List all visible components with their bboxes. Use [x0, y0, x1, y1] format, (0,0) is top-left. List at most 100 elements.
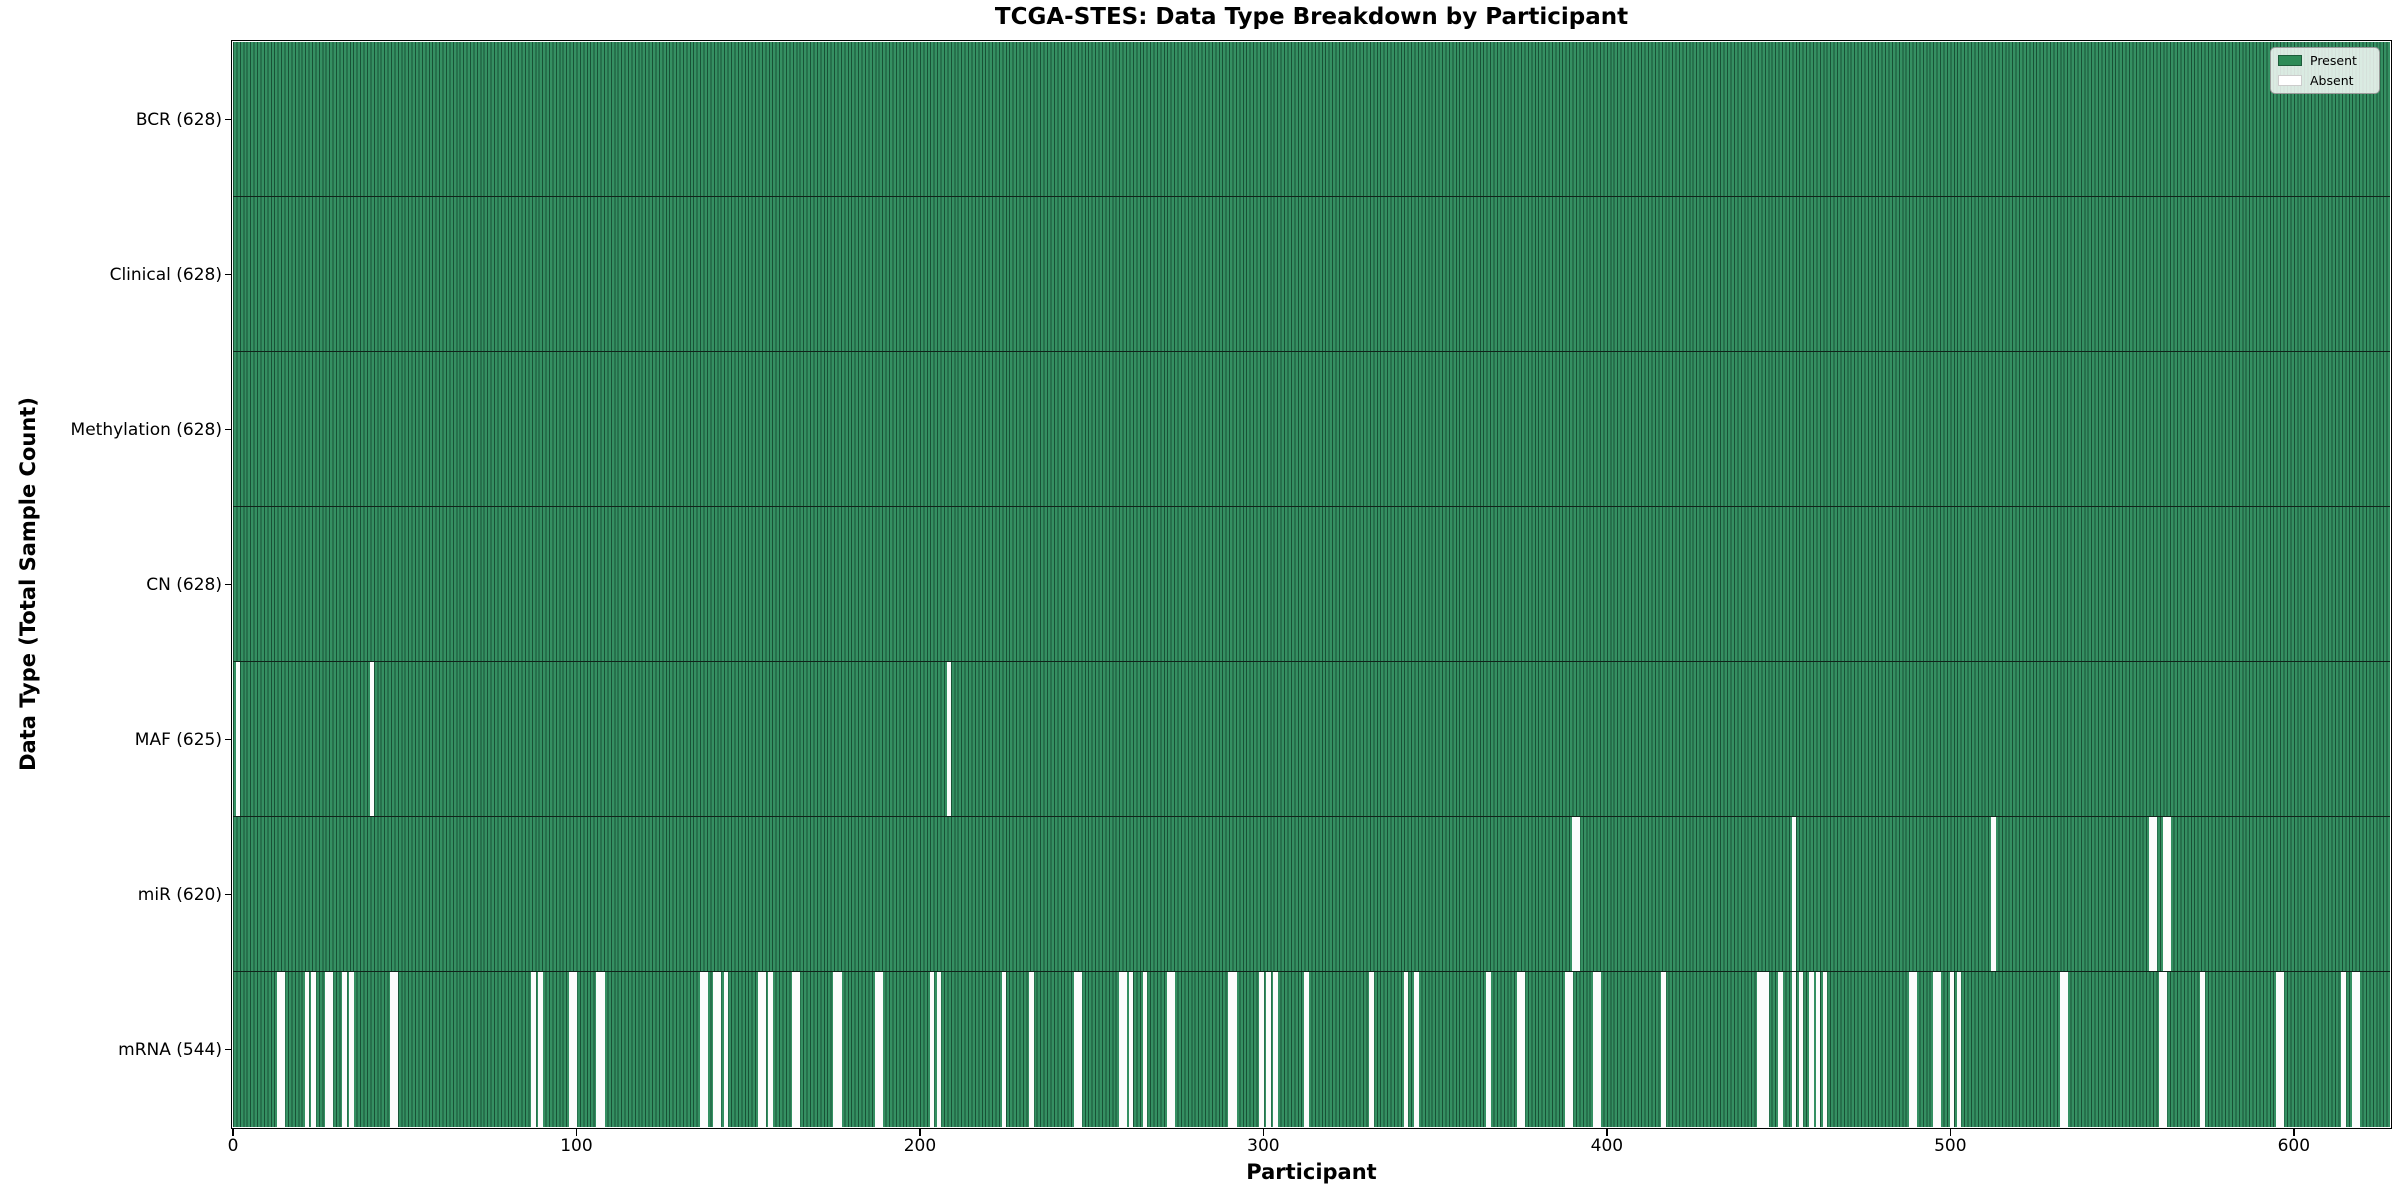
absent-cell — [2162, 817, 2168, 971]
y-tick — [225, 893, 232, 896]
absent-cell — [280, 972, 286, 1127]
absent-cell — [342, 972, 347, 1127]
absent-cell — [761, 972, 766, 1127]
xtick-label: 200 — [903, 1136, 937, 1156]
row-band-cn — [233, 507, 2390, 662]
absent-cell — [1760, 972, 1766, 1127]
absent-cell — [538, 972, 543, 1127]
legend-patch-present — [2278, 55, 2302, 66]
absent-cell — [2351, 972, 2357, 1127]
absent-cell — [1001, 972, 1007, 1127]
y-tick — [225, 428, 232, 431]
absent-cell — [349, 972, 354, 1127]
absent-cell — [833, 972, 839, 1127]
xtick-label: 0 — [227, 1136, 239, 1156]
absent-cell — [1520, 972, 1526, 1127]
absent-cell — [1170, 972, 1175, 1127]
absent-cell — [1575, 817, 1580, 971]
absent-cell — [2063, 972, 2068, 1127]
absent-cell — [325, 972, 330, 1127]
absent-cell — [1571, 817, 1577, 971]
absent-cell — [946, 662, 952, 816]
absent-cell — [599, 972, 605, 1127]
absent-cell — [304, 972, 310, 1127]
absent-cell — [1231, 972, 1237, 1127]
row-band-mrna — [233, 972, 2390, 1127]
legend-patch-absent — [2278, 75, 2302, 86]
x-tick — [575, 1129, 578, 1136]
absent-cell — [1118, 972, 1124, 1127]
xtick-label: 500 — [1934, 1136, 1967, 1156]
absent-cell — [1595, 972, 1601, 1127]
ytick-label-cn: CN (628) — [146, 574, 222, 595]
row-band-methylation — [233, 352, 2390, 507]
x-tick — [1949, 1129, 1952, 1136]
absent-cell — [2279, 972, 2285, 1127]
absent-cell — [2166, 817, 2171, 971]
legend-label: Present — [2310, 53, 2357, 68]
absent-cell — [836, 972, 842, 1127]
absent-cell — [2162, 972, 2168, 1127]
absent-cell — [2355, 972, 2360, 1127]
legend-entry-present: Present — [2278, 53, 2371, 68]
y-tick — [225, 118, 232, 121]
ytick-label-mrna: mRNA (544) — [118, 1039, 222, 1060]
absent-cell — [1403, 972, 1409, 1127]
absent-cell — [792, 972, 797, 1127]
absent-cell — [1791, 972, 1797, 1127]
absent-cell — [2341, 972, 2346, 1127]
plot-area — [233, 42, 2390, 1127]
row-band-bcr — [233, 42, 2390, 197]
absent-cell — [1990, 817, 1996, 971]
absent-cell — [569, 972, 574, 1127]
absent-cell — [2148, 817, 2154, 971]
absent-cell — [311, 972, 317, 1127]
y-tick — [225, 1048, 232, 1051]
row-band-clinical — [233, 197, 2390, 352]
absent-cell — [699, 972, 705, 1127]
absent-cell — [1661, 972, 1666, 1127]
absent-cell — [2159, 972, 2164, 1127]
absent-cell — [235, 662, 241, 816]
absent-cell — [2200, 972, 2206, 1127]
absent-cell — [2059, 972, 2065, 1127]
absent-cell — [1077, 972, 1082, 1127]
x-tick — [919, 1129, 921, 1136]
absent-cell — [1822, 972, 1828, 1127]
absent-cell — [1592, 972, 1598, 1127]
absent-cell — [878, 972, 883, 1127]
row-band-maf — [233, 662, 2390, 817]
absent-cell — [277, 972, 282, 1127]
absent-cell — [1259, 972, 1264, 1127]
y-tick — [225, 583, 232, 586]
absent-cell — [1565, 972, 1570, 1127]
absent-cell — [936, 972, 942, 1127]
legend-entry-absent: Absent — [2278, 73, 2371, 88]
absent-cell — [1791, 817, 1797, 971]
absent-cell — [1228, 972, 1234, 1127]
absent-cell — [1808, 972, 1814, 1127]
absent-cell — [1516, 972, 1522, 1127]
absent-cell — [1029, 972, 1034, 1127]
absent-cell — [2276, 972, 2281, 1127]
absent-cell — [1142, 972, 1148, 1127]
absent-cell — [1304, 972, 1309, 1127]
absent-cell — [723, 972, 729, 1127]
absent-cell — [1936, 972, 1941, 1127]
absent-cell — [393, 972, 399, 1127]
absent-cell — [1121, 972, 1127, 1127]
ytick-label-bcr: BCR (628) — [135, 109, 222, 130]
absent-cell — [1908, 972, 1914, 1127]
absent-cell — [2152, 817, 2158, 971]
x-tick — [1262, 1129, 1265, 1136]
absent-cell — [1413, 972, 1419, 1127]
legend-label: Absent — [2310, 73, 2354, 88]
absent-cell — [929, 972, 935, 1127]
absent-cell — [795, 972, 801, 1127]
absent-cell — [1764, 972, 1769, 1127]
xtick-label: 100 — [560, 1136, 593, 1156]
chart-title: TCGA-STES: Data Type Breakdown by Partic… — [994, 4, 1629, 30]
ytick-label-methylation: Methylation (628) — [70, 419, 222, 440]
x-axis-label: Participant — [1246, 1160, 1377, 1184]
ytick-label-mir: miR (620) — [137, 884, 222, 905]
